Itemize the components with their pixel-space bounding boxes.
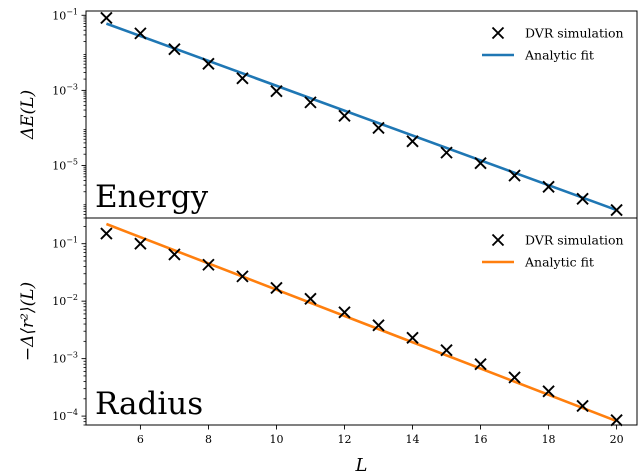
data-point-dvr-simulation (168, 43, 181, 56)
y-tick-label: 10−4 (52, 408, 78, 423)
data-point-dvr-simulation (542, 180, 555, 194)
y-axis-label: −Δ⟨r²⟩(L) (18, 282, 38, 361)
legend: DVR simulation Analytic fit (482, 233, 624, 270)
data-point-dvr-simulation (576, 399, 589, 413)
data-point-dvr-simulation (100, 11, 113, 25)
x-tick-label: 20 (610, 433, 624, 446)
data-point-dvr-simulation (270, 85, 283, 98)
panel-radius: 10−1 10−2 10−3 10−4 6 8 10 12 14 16 18 20 DVR simula… (18, 217, 638, 475)
data-point-dvr-simulation (202, 57, 215, 70)
data-point-dvr-simulation (610, 203, 623, 217)
data-point-dvr-simulation (134, 27, 147, 40)
data-point-dvr-simulation (508, 169, 521, 182)
data-point-dvr-simulation (508, 371, 521, 384)
data-point-dvr-simulation (576, 192, 589, 205)
data-point-dvr-simulation (440, 146, 453, 159)
y-axis-label: ΔE(L) (18, 90, 38, 140)
data-point-dvr-simulation (236, 270, 249, 283)
x-tick-label: 12 (337, 433, 351, 446)
legend: DVR simulation Analytic fit (482, 26, 624, 63)
data-point-dvr-simulation (338, 109, 351, 123)
x-tick-label: 8 (205, 433, 212, 446)
data-point-dvr-simulation (100, 227, 113, 240)
data-point-dvr-simulation (474, 157, 487, 170)
data-point-dvr-simulation (338, 306, 351, 319)
y-tick-label: 10−1 (52, 236, 78, 251)
data-point-dvr-simulation (440, 344, 453, 357)
legend-marker (491, 26, 505, 40)
data-point-dvr-simulation (304, 292, 317, 305)
y-tick-label: 10−2 (52, 293, 78, 308)
legend-marker (491, 233, 505, 247)
data-point-dvr-simulation (406, 331, 419, 345)
data-point-dvr-simulation (372, 319, 385, 332)
legend-label: DVR simulation (525, 26, 624, 41)
data-point-dvr-simulation (372, 121, 385, 135)
data-point-dvr-simulation (474, 358, 487, 371)
legend-label: DVR simulation (525, 233, 624, 248)
x-tick-label: 16 (474, 433, 488, 446)
data-point-dvr-simulation (168, 248, 181, 261)
y-tick-label: 10−1 (52, 7, 78, 22)
axes-frame (85, 217, 638, 426)
data-point-dvr-simulation (610, 413, 623, 427)
data-point-dvr-simulation (406, 135, 419, 148)
panel-label: Radius (95, 386, 203, 422)
data-point-dvr-simulation (134, 237, 147, 250)
data-point-dvr-simulation (236, 72, 249, 85)
data-point-dvr-simulation (304, 96, 317, 109)
y-tick-label: 10−5 (52, 158, 78, 173)
x-tick-label: 18 (542, 433, 556, 446)
x-axis-label: L (355, 455, 368, 475)
y-tick-label: 10−3 (52, 82, 78, 97)
series-line-analytic-fit (105, 22, 618, 212)
legend-label: Analytic fit (524, 255, 594, 270)
panel-energy: 10−1 10−3 10−5 DVR simulation Analytic fit En… (18, 7, 638, 219)
legend-label: Analytic fit (524, 48, 594, 63)
x-tick-label: 14 (406, 433, 420, 446)
x-tick-label: 6 (137, 433, 144, 446)
y-tick-label: 10−3 (52, 351, 78, 366)
data-point-dvr-simulation (542, 385, 555, 398)
data-point-dvr-simulation (202, 258, 215, 271)
x-tick-label: 10 (269, 433, 283, 446)
panel-label: Energy (95, 179, 209, 215)
series-line-analytic-fit (105, 222, 618, 423)
data-point-dvr-simulation (270, 281, 283, 295)
